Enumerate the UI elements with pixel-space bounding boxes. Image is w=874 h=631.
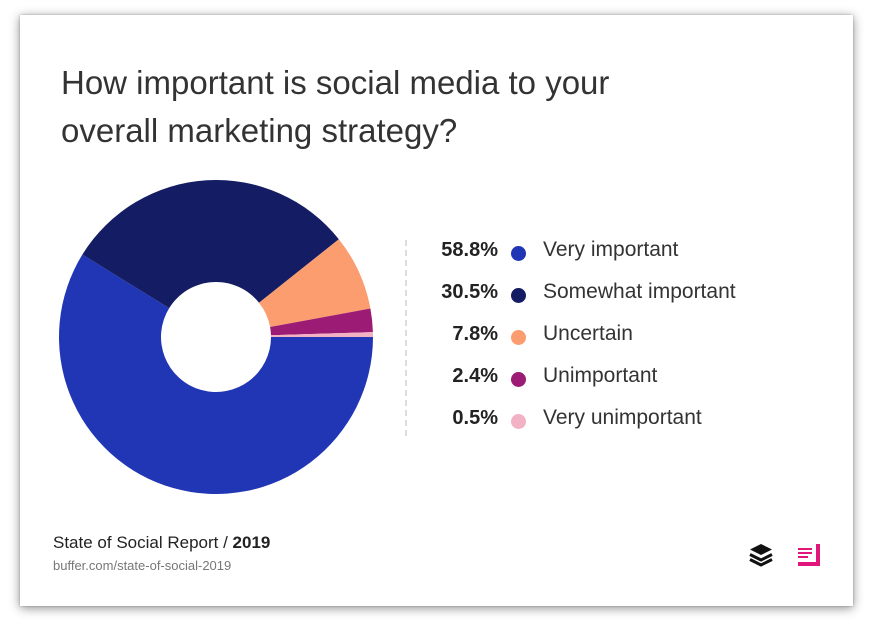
donut-slice-somewhat-important: [82, 180, 339, 309]
legend-item: 0.5% Very unimportant: [415, 399, 815, 441]
legend-swatch: [511, 246, 526, 261]
footer-url: buffer.com/state-of-social-2019: [53, 558, 232, 573]
legend-item: 30.5% Somewhat important: [415, 273, 815, 315]
chart-title-line-1: How important is social media to your: [61, 64, 610, 101]
footer-source: State of Social Report / 2019: [53, 533, 270, 553]
donut-chart: [58, 180, 373, 495]
legend-swatch: [511, 330, 526, 345]
donut-slice-uncertain: [259, 239, 371, 328]
donut-slice-unimportant: [270, 308, 373, 336]
brand-logo-icon: [798, 544, 820, 566]
legend-percentage: 58.8%: [441, 239, 498, 261]
legend-label: Unimportant: [543, 364, 658, 387]
legend-label: Somewhat important: [543, 280, 736, 303]
legend-swatch: [511, 288, 526, 303]
legend-divider: [405, 240, 407, 436]
chart-legend: 58.8% Very important 30.5% Somewhat importa…: [415, 231, 815, 441]
donut-slice-very-important: [58, 254, 373, 495]
buffer-logo-icon: [749, 544, 773, 567]
footer-source-title: State of Social Report /: [53, 533, 233, 552]
legend-item: 7.8% Uncertain: [415, 315, 815, 357]
chart-title: How important is social media to your ov…: [61, 59, 721, 155]
legend-percentage: 30.5%: [441, 281, 498, 303]
chart-title-line-2: overall marketing strategy?: [61, 112, 458, 149]
legend-label: Very important: [543, 238, 679, 261]
legend-label: Uncertain: [543, 322, 633, 345]
donut-slice-very-unimportant: [270, 332, 373, 337]
legend-swatch: [511, 372, 526, 387]
legend-swatch: [511, 414, 526, 429]
legend-percentage: 2.4%: [452, 365, 498, 387]
legend-label: Very unimportant: [543, 406, 702, 429]
chart-card: How important is social media to your ov…: [20, 15, 853, 606]
legend-item: 58.8% Very important: [415, 231, 815, 273]
legend-percentage: 7.8%: [452, 323, 498, 345]
legend-item: 2.4% Unimportant: [415, 357, 815, 399]
footer-source-year: 2019: [232, 533, 271, 552]
legend-percentage: 0.5%: [452, 407, 498, 429]
